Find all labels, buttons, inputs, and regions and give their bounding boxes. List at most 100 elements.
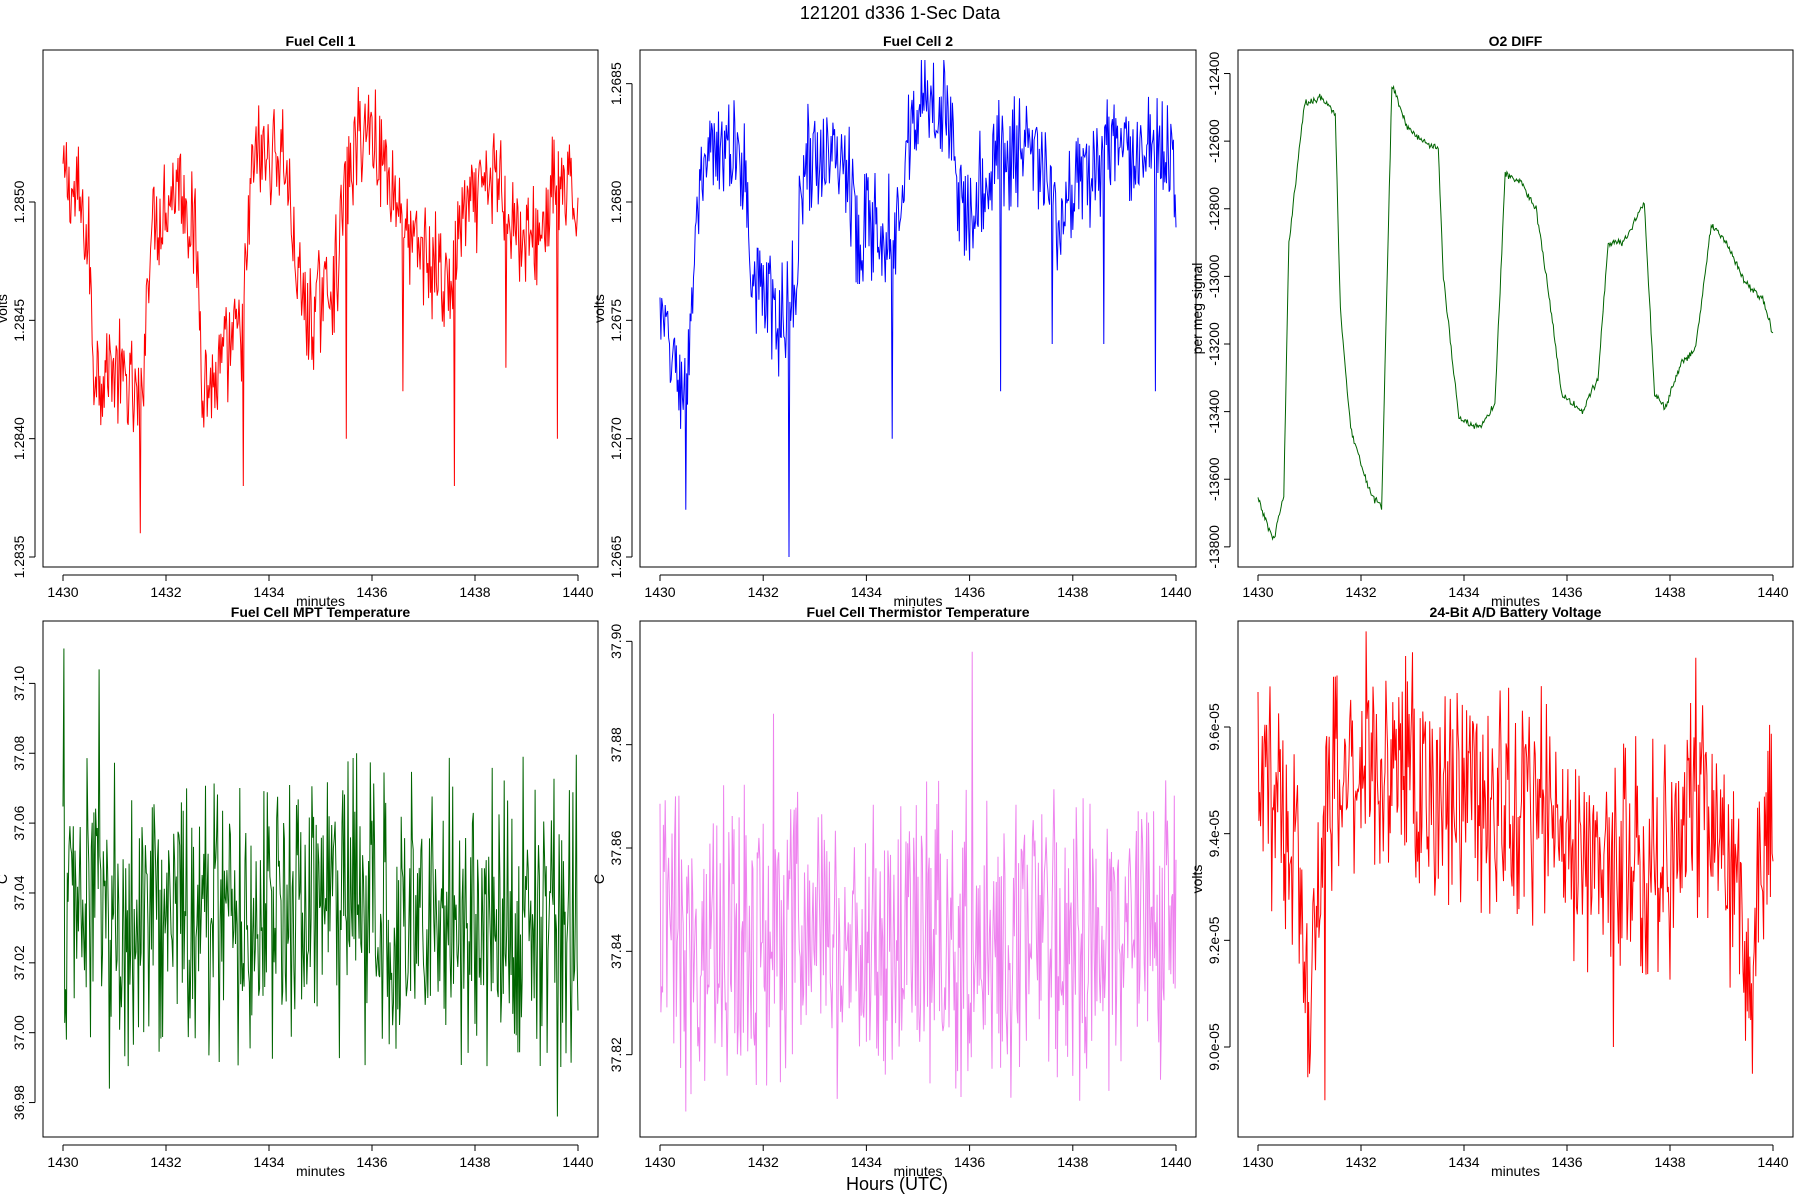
x-tick-label: 1432: [748, 1154, 779, 1170]
panel-4: Fuel Cell MPT Temperature 1430 1432 1434 143…: [0, 604, 599, 1179]
y-tick-label: -13400: [1206, 390, 1222, 434]
y-tick-label: 1.2840: [11, 417, 27, 460]
x-tick-label: 1430: [47, 1154, 78, 1170]
y-axis-label: per meg signal: [1189, 263, 1205, 355]
x-tick-label: 1434: [253, 584, 284, 600]
x-tick-label: 1434: [253, 1154, 284, 1170]
series-line: [62, 648, 579, 1117]
series-line: [659, 59, 1177, 558]
x-tick-label: 1440: [1160, 1154, 1191, 1170]
series-line: [659, 651, 1177, 1112]
x-tick-label: 1440: [1160, 584, 1191, 600]
plot-frame: [1237, 620, 1794, 1138]
y-tick-label: 1.2680: [608, 180, 624, 223]
y-tick-label: 1.2670: [608, 417, 624, 460]
x-tick-label: 1434: [1448, 584, 1479, 600]
y-tick-label: 1.2845: [11, 299, 27, 342]
y-tick-label: 37.04: [11, 875, 27, 910]
panel-5: Fuel Cell Thermistor Temperature 1430 1432…: [591, 604, 1197, 1179]
x-tick-label: 1430: [644, 1154, 675, 1170]
panel-title: Fuel Cell MPT Temperature: [231, 604, 411, 620]
panel-1: Fuel Cell 1 1430 1432 1434 1436 1438 1440 minut…: [0, 33, 599, 609]
y-tick-label: -12800: [1206, 187, 1222, 231]
figure-title: 121201 d336 1-Sec Data: [800, 3, 1001, 23]
x-tick-label: 1440: [562, 1154, 593, 1170]
x-tick-label: 1438: [1654, 584, 1685, 600]
x-axis-label: minutes: [1491, 593, 1540, 609]
y-tick-label: 37.06: [11, 805, 27, 840]
x-tick-label: 1430: [47, 584, 78, 600]
y-tick-label: 9.6e-05: [1206, 703, 1222, 751]
x-tick-label: 1438: [1057, 1154, 1088, 1170]
x-tick-label: 1434: [1448, 1154, 1479, 1170]
x-tick-label: 1436: [356, 1154, 387, 1170]
series-line: [1257, 631, 1774, 1101]
x-tick-label: 1432: [150, 584, 181, 600]
x-tick-label: 1432: [748, 584, 779, 600]
y-tick-label: 37.88: [608, 727, 624, 762]
panel-3: O2 DIFF 1430 1432 1434 1436 1438 1440 minutes -1…: [1189, 33, 1794, 609]
y-tick-label: 37.90: [608, 624, 624, 659]
y-tick-label: 37.08: [11, 736, 27, 771]
y-tick-label: 37.86: [608, 830, 624, 865]
y-tick-label: 1.2850: [11, 180, 27, 223]
figure-xlabel: Hours (UTC): [846, 1174, 948, 1194]
panel-title: Fuel Cell Thermistor Temperature: [806, 604, 1029, 620]
x-tick-label: 1438: [459, 1154, 490, 1170]
plot-frame: [639, 49, 1197, 568]
y-axis-label: volts: [591, 294, 607, 323]
plot-frame: [639, 620, 1197, 1138]
y-tick-label: -12400: [1206, 52, 1222, 96]
plot-frame: [42, 620, 599, 1138]
x-tick-label: 1432: [150, 1154, 181, 1170]
x-axis-label: minutes: [296, 1163, 345, 1179]
y-tick-label: 1.2835: [11, 535, 27, 578]
x-tick-label: 1432: [1345, 584, 1376, 600]
y-tick-label: 37.02: [11, 945, 27, 980]
y-tick-label: 9.0e-05: [1206, 1023, 1222, 1071]
x-tick-label: 1436: [1551, 584, 1582, 600]
y-tick-label: 9.2e-05: [1206, 916, 1222, 964]
plot-frame: [42, 49, 599, 568]
y-tick-label: 1.2675: [608, 299, 624, 342]
x-tick-label: 1438: [1057, 584, 1088, 600]
x-tick-label: 1438: [1654, 1154, 1685, 1170]
y-tick-label: -13200: [1206, 322, 1222, 366]
plot-frame: [1237, 49, 1794, 568]
y-tick-label: 36.98: [11, 1085, 27, 1120]
x-tick-label: 1440: [562, 584, 593, 600]
y-axis-label: volts: [0, 294, 10, 323]
panels: Fuel Cell 1 1430 1432 1434 1436 1438 1440 minut…: [0, 33, 1794, 1179]
y-tick-label: 37.00: [11, 1015, 27, 1050]
x-tick-label: 1440: [1757, 1154, 1788, 1170]
x-tick-label: 1430: [1242, 584, 1273, 600]
x-tick-label: 1438: [459, 584, 490, 600]
y-tick-label: -13800: [1206, 525, 1222, 569]
x-axis-label: minutes: [893, 1163, 942, 1179]
y-tick-label: 1.2665: [608, 535, 624, 578]
y-tick-label: -12600: [1206, 119, 1222, 163]
y-tick-label: 37.10: [11, 666, 27, 701]
panel-title: O2 DIFF: [1489, 33, 1543, 49]
panel-6: 24-Bit A/D Battery Voltage 1430 1432 1434 14…: [1189, 604, 1794, 1179]
x-axis-label: minutes: [1491, 1163, 1540, 1179]
y-tick-label: -13000: [1206, 254, 1222, 298]
x-axis-label: minutes: [893, 593, 942, 609]
series-line: [62, 86, 579, 534]
panel-title: 24-Bit A/D Battery Voltage: [1430, 604, 1602, 620]
panel-title: Fuel Cell 2: [883, 33, 953, 49]
y-tick-label: 37.82: [608, 1037, 624, 1072]
y-tick-label: 1.2685: [608, 62, 624, 105]
y-axis-label: C: [591, 874, 607, 884]
x-tick-label: 1432: [1345, 1154, 1376, 1170]
x-tick-label: 1436: [356, 584, 387, 600]
y-tick-label: -13600: [1206, 457, 1222, 501]
x-tick-label: 1434: [851, 584, 882, 600]
y-axis-label: C: [0, 874, 10, 884]
x-tick-label: 1430: [644, 584, 675, 600]
x-tick-label: 1430: [1242, 1154, 1273, 1170]
x-tick-label: 1436: [954, 584, 985, 600]
panel-2: Fuel Cell 2 1430 1432 1434 1436 1438 1440 minut…: [591, 33, 1197, 609]
y-axis-label: volts: [1189, 865, 1205, 894]
